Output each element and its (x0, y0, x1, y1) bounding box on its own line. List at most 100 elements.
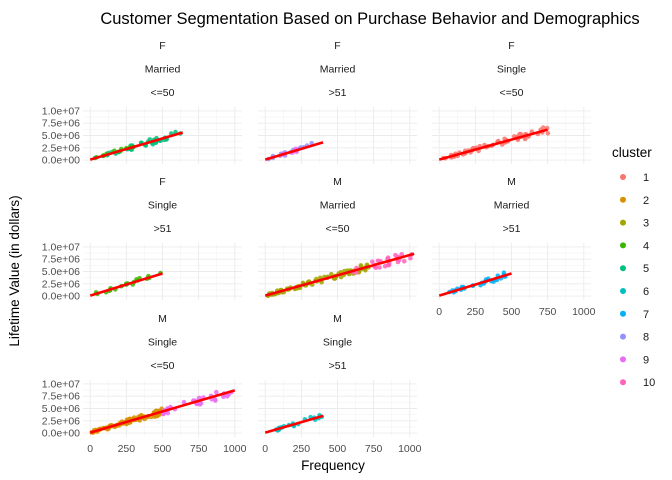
facet-panel: F Single <=50 (432, 40, 591, 164)
facet-panel: M Single >51 0 250 500 750 1000 (258, 313, 422, 455)
facet-panel: F Married >51 (258, 40, 417, 164)
facet-strip-label: F (508, 40, 514, 52)
legend-title: cluster (612, 145, 652, 160)
point-cluster-10 (375, 258, 381, 264)
facet-strip-label: M (333, 176, 342, 188)
chart-title: Customer Segmentation Based on Purchase … (100, 10, 639, 28)
trend-line (89, 389, 236, 434)
legend-key-2 (620, 196, 626, 203)
point-cluster-1 (518, 131, 524, 137)
legend-label-2: 2 (643, 195, 649, 207)
facet-panel: F Married <=50 0.0e+002.5e+065.0e+067.5e+06… (42, 40, 242, 167)
y-tick-label: 5.0e+06 (42, 266, 80, 278)
facet-strip-label: M (333, 313, 342, 325)
facet-strip-label: <=50 (151, 360, 175, 372)
y-axis-title: Lifetime Value (in dollars) (7, 195, 22, 346)
facet-strip-label: <=50 (151, 87, 175, 99)
y-tick-label: 7.5e+06 (42, 391, 80, 403)
legend-key-4 (620, 242, 626, 249)
x-tick-label: 1000 (223, 443, 247, 455)
facet-strip-label: F (159, 40, 165, 52)
trend-line (264, 252, 415, 297)
x-tick-label: 500 (329, 443, 347, 455)
point-cluster-1 (545, 131, 551, 136)
legend-label-4: 4 (643, 240, 649, 252)
y-tick-label: 0.0e+00 (42, 291, 80, 303)
facet-strip-label: F (334, 40, 340, 52)
facet-strip-label: >51 (503, 223, 521, 235)
legend-key-8 (620, 333, 626, 340)
facet-strip-label: >51 (154, 223, 172, 235)
legend-label-8: 8 (643, 332, 649, 344)
y-tick-label: 7.5e+06 (42, 254, 80, 266)
point-cluster-10 (370, 259, 375, 265)
y-tick-label: 2.5e+06 (42, 278, 80, 290)
y-tick-label: 0.0e+00 (42, 155, 80, 167)
facet-panel: F Single >51 0.0e+002.5e+065.0e+067.5e+061.… (42, 176, 242, 303)
facet-strip-label: Married (145, 64, 181, 76)
facet-strip-label: M (507, 176, 516, 188)
point-cluster-10 (408, 255, 413, 261)
point-cluster-10 (382, 263, 388, 269)
trend-line (89, 131, 184, 161)
facet-panels: FMarried<=500.0e+002.5e+065.0e+067.5e+06… (42, 40, 596, 455)
point-cluster-9 (214, 389, 219, 395)
facet-strip-label: M (158, 313, 167, 325)
point-cluster-10 (399, 252, 405, 257)
x-tick-label: 0 (436, 306, 442, 318)
facet-strip-label: >51 (329, 87, 347, 99)
facet-panel: M Married <=50 (258, 176, 417, 300)
point-cluster-10 (385, 255, 391, 260)
x-tick-label: 250 (467, 306, 485, 318)
trend-line (438, 272, 512, 297)
facet-panel: M Single <=50 0.0e+002.5e+065.0e+067.5e+06 1… (42, 313, 247, 455)
facet-strip-label: >51 (329, 360, 347, 372)
legend-label-1: 1 (643, 172, 649, 184)
trend-line (264, 414, 324, 434)
legend-key-1 (620, 174, 626, 180)
point-cluster-7 (501, 270, 507, 276)
x-tick-label: 500 (154, 443, 172, 455)
point-cluster-9 (165, 410, 171, 416)
point-cluster-9 (213, 398, 218, 403)
facet-panel: M Married >51 0 250 500 750 1000 (432, 176, 596, 318)
y-tick-label: 1.0e+07 (42, 241, 80, 253)
facet-strip-label: F (159, 176, 165, 188)
legend-label-5: 5 (643, 263, 649, 275)
x-tick-label: 500 (503, 306, 521, 318)
point-cluster-9 (181, 399, 187, 405)
y-tick-label: 5.0e+06 (42, 130, 80, 142)
legend-key-6 (620, 288, 626, 294)
point-cluster-10 (393, 252, 398, 258)
y-tick-label: 0.0e+00 (42, 428, 80, 440)
legend-label-7: 7 (643, 309, 649, 321)
facet-strip-label: Married (494, 200, 530, 212)
point-cluster-9 (198, 401, 204, 406)
facet-strip-label: Single (148, 337, 177, 349)
facet-strip-label: Single (323, 337, 352, 349)
x-axis-title: Frequency (301, 458, 365, 473)
point-cluster-3 (358, 263, 364, 268)
y-tick-label: 2.5e+06 (42, 415, 80, 427)
point-cluster-3 (329, 271, 334, 277)
point-cluster-10 (386, 262, 392, 268)
y-tick-label: 1.0e+07 (42, 105, 80, 117)
x-tick-label: 250 (118, 443, 136, 455)
point-cluster-10 (395, 259, 401, 265)
x-tick-label: 1000 (572, 306, 596, 318)
x-tick-label: 0 (87, 443, 93, 455)
point-cluster-10 (401, 258, 407, 264)
y-tick-label: 2.5e+06 (42, 142, 80, 154)
facet-strip-label: <=50 (326, 223, 350, 235)
y-tick-label: 5.0e+06 (42, 403, 80, 415)
legend-label-3: 3 (643, 218, 649, 230)
facet-strip-label: Single (148, 200, 177, 212)
x-tick-label: 750 (539, 306, 557, 318)
legend-label-6: 6 (643, 286, 649, 298)
y-tick-label: 7.5e+06 (42, 118, 80, 130)
x-tick-label: 0 (262, 443, 268, 455)
x-tick-label: 1000 (398, 443, 422, 455)
legend-key-7 (620, 310, 626, 317)
facet-strip-label: Single (497, 64, 526, 76)
